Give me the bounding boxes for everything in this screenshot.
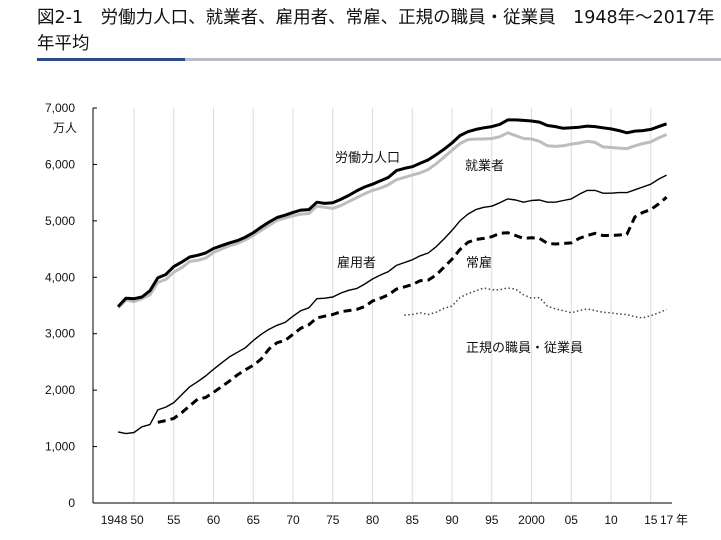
x-tick-label: 10	[604, 513, 618, 527]
series-line-3	[157, 196, 668, 424]
series-label-regular-employment: 常雇	[466, 255, 492, 271]
x-tick-label: 85	[406, 513, 420, 527]
series-label-employees: 雇用者	[337, 255, 376, 271]
series-line-4	[404, 287, 667, 319]
x-tick-label: 55	[167, 513, 181, 527]
x-tick-label: 90	[445, 513, 459, 527]
series-label-labor-force: 労働力人口	[335, 151, 400, 166]
series-label-regular-staff: 正規の職員・従業員	[466, 340, 583, 356]
x-tick-label: 80	[366, 513, 380, 527]
series-line-2	[117, 174, 667, 435]
y-unit-label: 万人	[53, 121, 77, 135]
x-tick-label: 17	[660, 513, 674, 527]
chart-title: 図2-1 労働力人口、就業者、雇用者、常雇、正規の職員・従業員 1948年～20…	[37, 8, 721, 54]
x-tick-label: 95	[485, 513, 499, 527]
y-tick-label: 4,000	[45, 270, 75, 284]
series-line-0	[117, 118, 668, 308]
series-label-employed: 就業者	[465, 158, 504, 174]
x-tick-label: 1948	[101, 513, 128, 527]
x-tick-label: 05	[565, 513, 579, 527]
x-unit-label: 年	[676, 513, 688, 527]
y-tick-label: 1,000	[45, 440, 75, 454]
x-tick-label: 50	[130, 513, 144, 527]
y-tick-label: 3,000	[45, 327, 75, 341]
series-line-1	[117, 131, 668, 309]
x-tick-label: 65	[247, 513, 261, 527]
title-underline-accent	[37, 58, 185, 61]
x-tick-label: 60	[207, 513, 221, 527]
title-underline	[185, 58, 721, 61]
y-tick-label: 2,000	[45, 383, 75, 397]
y-tick-label: 5,000	[45, 214, 75, 228]
x-tick-label: 15	[644, 513, 658, 527]
x-tick-label: 75	[326, 513, 340, 527]
y-tick-label: 0	[68, 496, 75, 510]
x-tick-label: 70	[286, 513, 300, 527]
y-tick-label: 7,000	[45, 101, 75, 115]
y-tick-label: 6,000	[45, 157, 75, 171]
x-tick-label: 2000	[518, 513, 545, 527]
